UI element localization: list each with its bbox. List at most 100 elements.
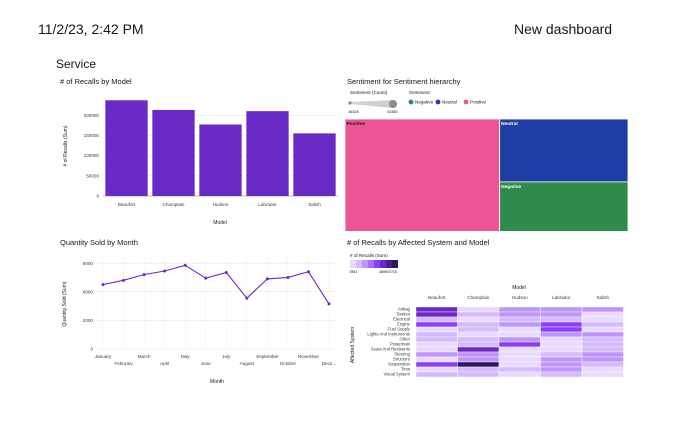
- line-series: [102, 264, 330, 305]
- heatmap-cell: [415, 346, 458, 353]
- line-x-tick: September: [256, 354, 279, 359]
- line-point: [286, 275, 290, 279]
- heatmap-cell: [498, 321, 541, 328]
- heatmap-cell: [540, 366, 583, 373]
- line-x-tick: June: [201, 361, 211, 366]
- heatmap-row-label: Suspension: [388, 362, 411, 367]
- heatmap-row-label: Tires: [401, 367, 410, 372]
- heatmap-cell: [498, 331, 541, 338]
- heatmap-legend-min: 7851: [349, 270, 357, 274]
- heatmap-cell: [498, 351, 541, 358]
- heatmap-legend-step: [380, 260, 386, 268]
- dashboard-name[interactable]: New dashboard: [514, 21, 613, 37]
- heatmap-cell: [457, 326, 500, 333]
- legend-negative-swatch: [408, 99, 414, 105]
- bar-chart[interactable]: 0 50000 100000 150000 200000 Beaufort Champla…: [55, 90, 345, 235]
- line-x-tick: March: [138, 354, 151, 359]
- heatmap-cell: [457, 336, 500, 343]
- tab-service[interactable]: Service: [56, 57, 97, 71]
- heatmap-col-label: Hudson: [512, 295, 528, 300]
- heatmap-cell: [540, 331, 583, 338]
- line-y-tick: 0: [90, 347, 93, 352]
- heatmap-cell: [415, 356, 458, 363]
- bar-y-tick: 200000: [84, 113, 100, 118]
- heatmap-cell: [457, 316, 500, 323]
- heatmap-cell: [581, 331, 624, 338]
- heatmap-cell: [457, 306, 500, 313]
- bar-y-tick: 0: [96, 194, 99, 199]
- heatmap-cell: [415, 326, 458, 333]
- heatmap-cell: [581, 321, 624, 328]
- heatmap-legend-step: [350, 260, 356, 268]
- heatmap-cell: [498, 326, 541, 333]
- heatmap-cell: [581, 356, 624, 363]
- line-x-tick: April: [160, 361, 169, 366]
- heatmap-cell: [415, 336, 458, 343]
- line-x-tick: May: [181, 354, 190, 359]
- heatmap-cell: [540, 316, 583, 323]
- legend-negative-label: Negative: [415, 100, 434, 105]
- line-point: [306, 270, 310, 274]
- heatmap-row-label: Powertrain: [390, 342, 411, 347]
- heatmap-legend-title: # of Recalls (Sum): [350, 253, 388, 258]
- heatmap-cell: [415, 321, 458, 328]
- legend-neutral-swatch: [435, 99, 441, 105]
- treemap-negative: [499, 181, 629, 231]
- heatmap-cell: [498, 366, 541, 373]
- heatmap-cell: [415, 361, 458, 368]
- bar-y-tick: 50000: [86, 173, 99, 178]
- line-point: [204, 276, 208, 280]
- heatmap-cell: [457, 346, 500, 353]
- size-legend-min-dot: [348, 101, 352, 105]
- heatmap-row-label: Electrical: [393, 317, 410, 322]
- line-point: [101, 283, 105, 287]
- line-point: [122, 278, 126, 282]
- treemap-chart[interactable]: Sentiment (Count) 16328 44385 Sentiment …: [345, 86, 635, 231]
- heatmap-legend-max: 489607/16: [379, 270, 397, 274]
- heatmap-legend-step: [356, 260, 362, 268]
- heatmap-chart[interactable]: # of Recalls (Sum) 7851 489607/16 Model …: [345, 248, 635, 388]
- line-x-axis-label: Month: [210, 379, 224, 385]
- heatmap-cell: [415, 316, 458, 323]
- line-point: [163, 269, 167, 273]
- bar-y-tick: 100000: [84, 153, 100, 158]
- heatmap-cell: [457, 371, 500, 378]
- heatmap-cell: [415, 371, 458, 378]
- heatmap-legend-step: [368, 260, 374, 268]
- bar-x-tick: Labrador: [258, 202, 277, 207]
- bar-y-axis-label: # of Recalls (Sum): [63, 125, 69, 166]
- heatmap-cell: [540, 361, 583, 368]
- heatmap-row-label: Airbag: [398, 307, 411, 312]
- bar-hudson: [199, 124, 242, 196]
- heatmap-cell: [457, 331, 500, 338]
- heatmap-cell: [540, 351, 583, 358]
- heatmap-cell: [581, 341, 624, 348]
- legend-positive-swatch: [463, 99, 469, 105]
- heatmap-row-label: Steering: [394, 352, 410, 357]
- heatmap-x-axis-label: Model: [512, 285, 526, 291]
- heatmap-cell: [540, 371, 583, 378]
- heatmap-cell: [540, 326, 583, 333]
- heatmap-cell: [498, 371, 541, 378]
- legend-positive-label: Positive: [470, 100, 487, 105]
- line-y-tick: 4000: [83, 289, 94, 294]
- bar-x-tick: Beaufort: [118, 202, 136, 207]
- heatmap-cell: [498, 361, 541, 368]
- bar-beaufort: [105, 100, 148, 196]
- heatmap-cell: [581, 371, 624, 378]
- heatmap-cell: [498, 341, 541, 348]
- treemap-positive: [345, 118, 501, 231]
- treemap-neutral-label: Neutral: [501, 121, 518, 127]
- heatmap-cell: [498, 306, 541, 313]
- heatmap-cell: [415, 341, 458, 348]
- heatmap-row-label: Engine: [397, 322, 411, 327]
- size-legend-min: 16328: [348, 110, 359, 114]
- line-x-tick: October: [280, 361, 297, 366]
- line-x-tick: January: [95, 354, 112, 359]
- treemap-title: Sentiment for Sentiment hierarchy: [347, 77, 461, 86]
- heatmap-cell: [457, 311, 500, 318]
- color-legend-title: Sentiment: [409, 90, 430, 95]
- heatmap-cell: [457, 361, 500, 368]
- heatmap-col-label: Labrador: [552, 295, 571, 300]
